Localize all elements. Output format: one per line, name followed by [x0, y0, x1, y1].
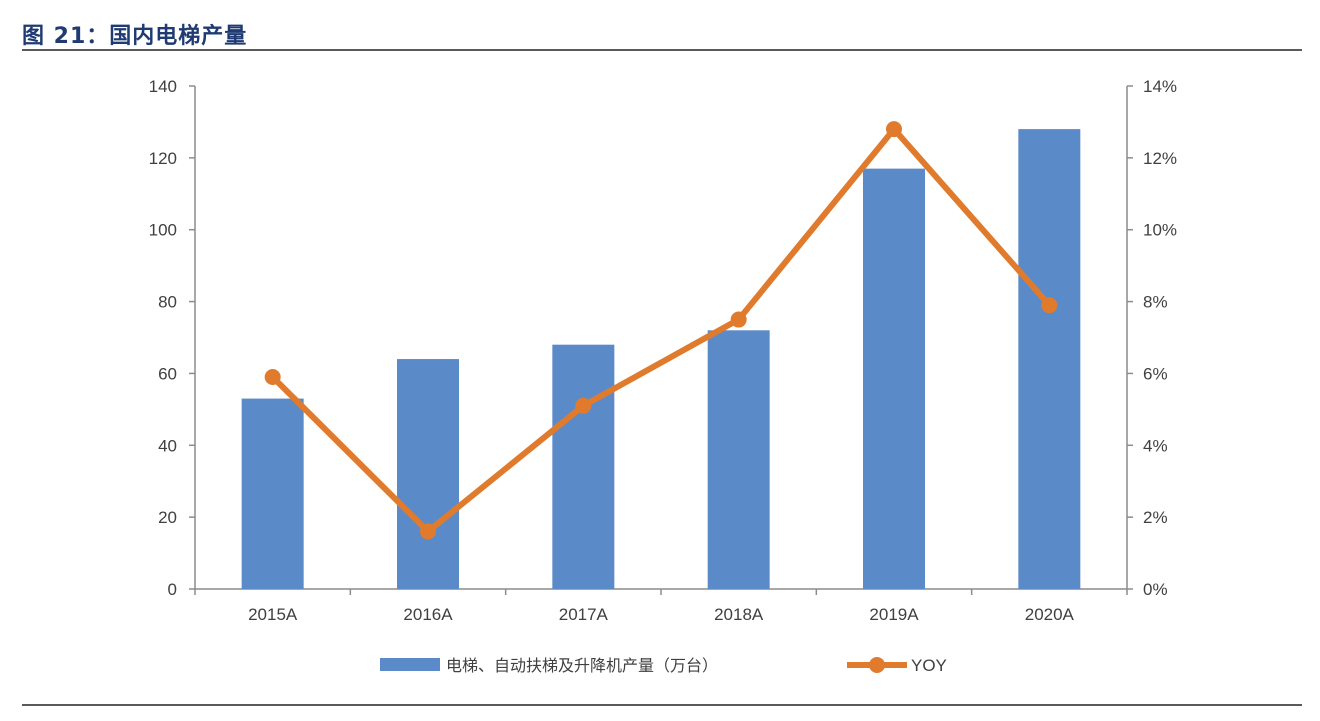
bar-series — [241, 129, 1081, 589]
left-tick-label: 80 — [158, 293, 177, 312]
x-tick-label: 2015A — [248, 605, 298, 624]
figure-title: 图 21：国内电梯产量 — [22, 24, 248, 49]
left-tick-label: 120 — [149, 149, 177, 168]
right-tick-label: 14% — [1143, 77, 1177, 96]
yoy-point-2020A — [1041, 297, 1058, 314]
x-tick-label: 2019A — [869, 605, 919, 624]
bar-2020A — [1018, 129, 1081, 589]
right-tick-label: 10% — [1143, 221, 1177, 240]
bar-2015A — [241, 398, 304, 589]
yoy-line-series — [264, 121, 1058, 540]
legend-bar-label: 电梯、自动扶梯及升降机产量（万台） — [446, 656, 718, 675]
x-tick-label: 2016A — [403, 605, 453, 624]
legend-line-label: YOY — [911, 656, 947, 675]
left-tick-label: 20 — [158, 508, 177, 527]
right-tick-label: 0% — [1143, 580, 1168, 599]
right-tick-label: 6% — [1143, 364, 1168, 383]
bar-2018A — [707, 330, 770, 589]
right-tick-label: 12% — [1143, 149, 1177, 168]
x-tick-labels: 2015A 2016A 2017A 2018A 2019A 2020A — [248, 605, 1074, 624]
yoy-point-2017A — [575, 397, 592, 414]
chart-legend: 电梯、自动扶梯及升降机产量（万台） YOY — [380, 656, 947, 675]
title-divider — [22, 49, 1302, 51]
left-tick-label: 140 — [149, 77, 177, 96]
bar-2017A — [552, 344, 615, 589]
x-tick-label: 2017A — [559, 605, 609, 624]
right-tick-label: 8% — [1143, 293, 1168, 312]
yoy-point-2015A — [264, 369, 281, 386]
yoy-point-2018A — [730, 311, 747, 328]
bar-2019A — [863, 168, 925, 589]
bottom-divider — [22, 704, 1302, 706]
left-tick-label: 60 — [158, 364, 177, 383]
x-tick-label: 2018A — [714, 605, 764, 624]
yoy-point-2019A — [886, 121, 902, 138]
left-tick-label: 40 — [158, 436, 177, 455]
legend-bar-swatch — [380, 658, 440, 671]
left-tick-label: 0 — [168, 580, 177, 599]
chart-axes: 0 20 40 60 80 100 120 140 0% 2% 4% 6% 8% 10% 12% 14% — [149, 77, 1177, 599]
right-tick-label: 4% — [1143, 436, 1168, 455]
legend-line-marker — [869, 657, 885, 673]
yoy-line — [269, 126, 1053, 535]
bar-2016A — [397, 359, 459, 589]
x-tick-label: 2020A — [1025, 605, 1075, 624]
yoy-point-2016A — [420, 523, 436, 540]
left-tick-label: 100 — [149, 221, 177, 240]
right-tick-label: 2% — [1143, 508, 1168, 527]
